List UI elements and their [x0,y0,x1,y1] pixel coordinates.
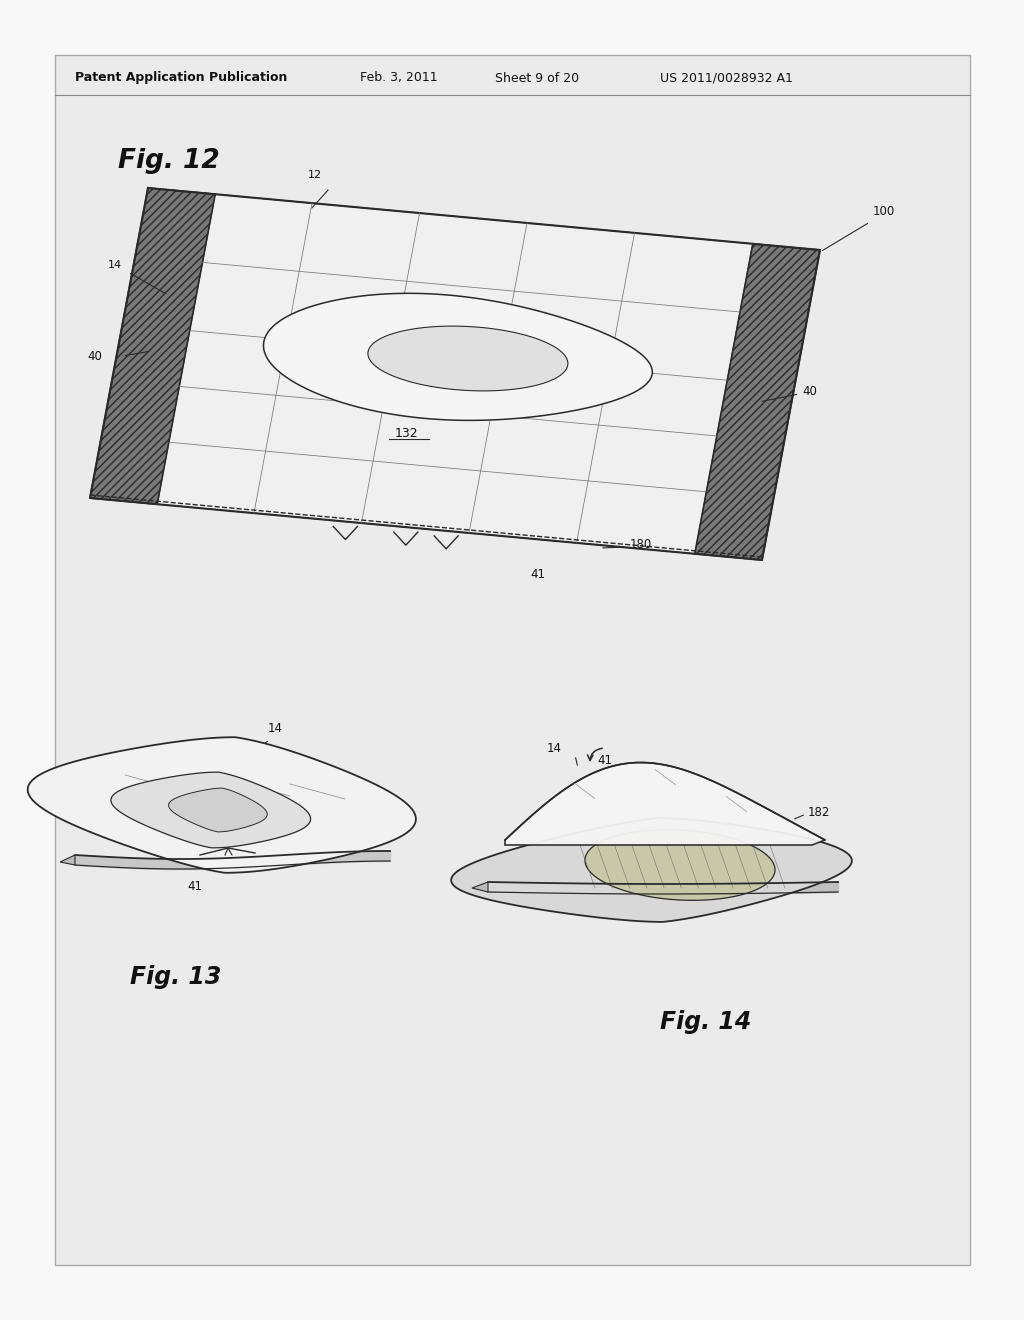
Text: 180: 180 [820,858,843,871]
Polygon shape [368,326,568,391]
Text: 180: 180 [630,539,652,552]
Text: US 2011/0028932 A1: US 2011/0028932 A1 [660,71,793,84]
Text: 134: 134 [392,326,416,339]
Text: 14: 14 [108,260,122,271]
Text: 41: 41 [597,754,612,767]
Text: Patent Application Publication: Patent Application Publication [75,71,288,84]
Text: Fig. 13: Fig. 13 [130,965,221,989]
Polygon shape [452,818,852,921]
Bar [55,55,970,1265]
Text: 41: 41 [530,569,545,582]
Polygon shape [263,293,652,420]
Polygon shape [158,194,753,554]
Polygon shape [169,788,267,832]
Polygon shape [60,855,75,865]
Polygon shape [505,763,825,845]
Text: 40: 40 [803,385,817,399]
Polygon shape [695,244,820,560]
Text: 12: 12 [308,170,323,180]
Text: 182: 182 [808,805,830,818]
Text: 132: 132 [394,428,419,440]
Text: 14: 14 [268,722,283,734]
Polygon shape [90,187,215,504]
Polygon shape [28,737,416,873]
Text: 100: 100 [873,205,895,218]
Text: 41: 41 [187,880,203,894]
Polygon shape [111,772,310,847]
Polygon shape [585,830,775,900]
Text: Fig. 14: Fig. 14 [660,1010,752,1034]
Text: Sheet 9 of 20: Sheet 9 of 20 [495,71,580,84]
Text: 14: 14 [547,742,562,755]
Polygon shape [472,882,488,892]
Text: Fig. 12: Fig. 12 [118,148,220,174]
Text: Feb. 3, 2011: Feb. 3, 2011 [360,71,437,84]
Text: 40: 40 [88,350,102,363]
Text: 180: 180 [278,818,300,832]
